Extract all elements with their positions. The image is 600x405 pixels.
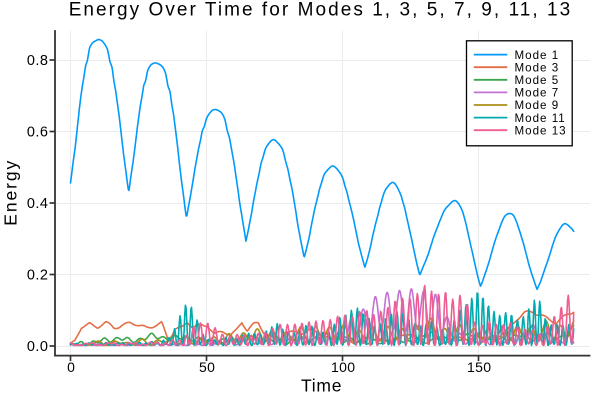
svg-text:Mode 1: Mode 1 (515, 49, 560, 62)
svg-text:0: 0 (67, 359, 75, 375)
svg-text:Mode 7: Mode 7 (515, 87, 560, 100)
svg-text:Mode 3: Mode 3 (515, 61, 560, 74)
svg-text:0.6: 0.6 (27, 125, 49, 141)
svg-text:50: 50 (199, 359, 215, 375)
svg-text:Mode 11: Mode 11 (515, 112, 566, 125)
svg-text:Energy: Energy (1, 159, 21, 226)
svg-text:0.0: 0.0 (27, 339, 49, 355)
svg-text:0.8: 0.8 (27, 53, 49, 69)
svg-text:Mode 9: Mode 9 (515, 99, 560, 112)
svg-text:150: 150 (467, 359, 491, 375)
svg-text:100: 100 (331, 359, 355, 375)
svg-text:Mode 5: Mode 5 (515, 74, 560, 87)
svg-text:0.2: 0.2 (27, 268, 49, 284)
svg-text:Time: Time (301, 376, 342, 396)
svg-text:0.4: 0.4 (27, 196, 49, 212)
svg-text:Mode 13: Mode 13 (515, 124, 567, 137)
svg-text:Energy Over Time for Modes 1,: Energy Over Time for Modes 1, 3, 5, 7, 9… (69, 0, 573, 21)
